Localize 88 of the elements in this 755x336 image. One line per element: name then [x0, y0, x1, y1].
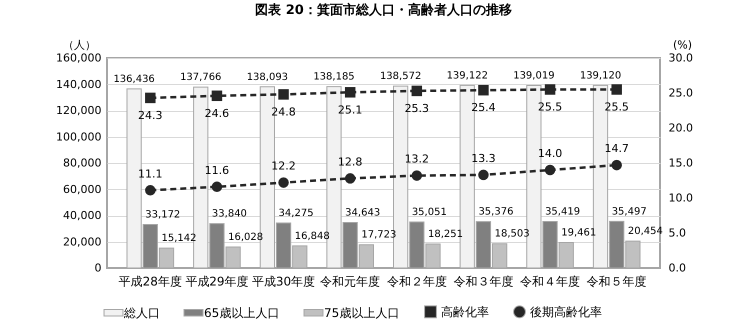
data-label: 13.3 [471, 152, 496, 165]
point [145, 92, 156, 104]
point [344, 87, 356, 98]
data-label: 24.6 [204, 106, 230, 120]
point [278, 89, 289, 100]
legend-label: 後期高齢化率 [530, 304, 602, 319]
data-label: 16,848 [294, 230, 330, 242]
y-tick-label: 160,000 [56, 52, 102, 64]
data-label: 25.1 [338, 103, 362, 116]
data-label: 33,172 [145, 209, 180, 220]
x-tick-label: 令和元年度 [320, 274, 380, 288]
data-label: 15,142 [162, 233, 196, 244]
data-label: 13.2 [404, 152, 430, 166]
x-tick-label: 令和３年度 [453, 274, 514, 288]
y-tick-label: 100,000 [56, 130, 102, 144]
y-axis-title: （人） [63, 38, 96, 52]
point [478, 170, 489, 180]
data-label: 35,497 [612, 206, 647, 218]
point [412, 170, 422, 181]
data-label: 33,840 [212, 208, 247, 220]
point [344, 173, 356, 184]
data-label: 137,766 [180, 72, 222, 84]
point [611, 84, 622, 95]
x-tick-label: 令和４年度 [520, 274, 580, 288]
y-tick-label: 80,000 [63, 156, 102, 170]
x-tick-label: 平成30年度 [252, 274, 316, 288]
y2-tick-label: 20.0 [668, 122, 693, 134]
data-label: 11.6 [204, 164, 230, 177]
y-tick-label: 20,000 [63, 235, 102, 248]
data-label: 18,251 [428, 229, 464, 240]
y-tick-label: 120,000 [56, 104, 102, 117]
y2-tick-label: 0.0 [668, 262, 686, 274]
y2-tick-label: 5.0 [668, 226, 686, 240]
point [212, 182, 222, 192]
data-label: 25.5 [604, 100, 629, 114]
data-label: 25.3 [404, 102, 430, 115]
data-label: 19,461 [561, 227, 596, 238]
data-label: 35,051 [412, 206, 447, 218]
point [145, 185, 156, 196]
data-label: 14.7 [604, 142, 629, 156]
y-tick-label: 60,000 [63, 182, 102, 196]
data-label: 20,454 [628, 226, 663, 238]
legend-label: 65歳以上人口 [204, 306, 280, 320]
point [412, 86, 422, 96]
data-label: 12.8 [338, 155, 362, 168]
point [544, 164, 556, 176]
data-label: 138,093 [246, 72, 288, 83]
y2-tick-label: 10.0 [668, 192, 693, 204]
data-label: 25.4 [471, 101, 496, 114]
data-label: 139,122 [446, 70, 488, 82]
data-label: 138,572 [380, 71, 422, 82]
data-label: 24.3 [138, 108, 163, 122]
data-label: 139,019 [513, 70, 555, 82]
y-tick-label: 140,000 [56, 78, 102, 91]
data-label: 35,376 [478, 206, 514, 218]
chart-title: 図表 20：箕面市総人口・高齢者人口の推移 [255, 2, 512, 18]
data-label: 17,723 [361, 230, 396, 241]
y-tick-label: 0 [94, 262, 102, 274]
data-label: 136,436 [113, 74, 155, 85]
x-tick-label: 平成28年度 [118, 274, 182, 288]
data-label: 34,643 [345, 208, 380, 219]
point [544, 84, 556, 95]
data-label: 35,419 [545, 206, 580, 218]
legend-label: 高齢化率 [441, 304, 489, 319]
point [278, 177, 289, 188]
y2-axis-title: (%) [672, 38, 692, 52]
y2-tick-label: 25.0 [668, 86, 693, 100]
data-label: 34,275 [278, 208, 314, 220]
data-label: 14.0 [538, 147, 562, 160]
legend-label: 75歳以上人口 [324, 306, 400, 320]
data-label: 12.2 [271, 160, 296, 173]
point [611, 160, 622, 170]
data-label: 139,120 [580, 70, 622, 82]
x-tick-label: 令和５年度 [586, 274, 647, 288]
point [212, 90, 222, 102]
data-label: 16,028 [228, 232, 264, 243]
y2-tick-label: 15.0 [668, 156, 693, 170]
point [478, 84, 489, 96]
x-tick-label: 令和２年度 [386, 274, 447, 288]
x-tick-label: 平成29年度 [185, 274, 249, 288]
data-label: 18,503 [494, 228, 530, 240]
y2-tick-label: 30.0 [668, 52, 693, 64]
legend-label: 総人口 [123, 306, 160, 320]
data-label: 25.5 [538, 100, 562, 114]
data-label: 11.1 [138, 167, 163, 180]
data-label: 24.8 [271, 105, 296, 118]
y-tick-label: 40,000 [63, 209, 102, 222]
data-label: 138,185 [313, 72, 355, 83]
